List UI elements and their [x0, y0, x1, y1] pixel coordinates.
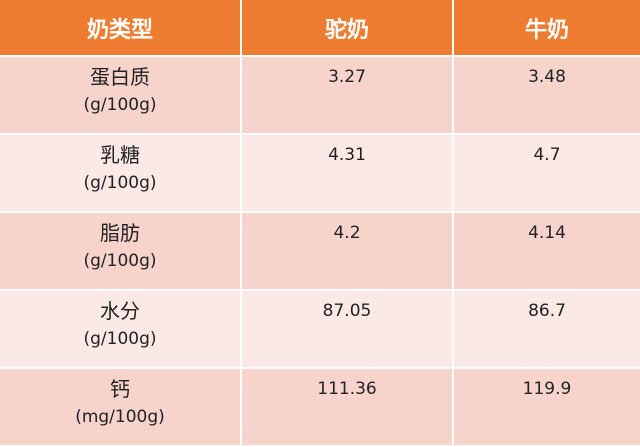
nutrient-cell: 乳糖 (g/100g)	[0, 135, 240, 211]
nutrient-cell: 脂肪 (g/100g)	[0, 213, 240, 289]
camel-milk-value: 111.36	[242, 369, 452, 445]
nutrient-unit: (g/100g)	[83, 95, 157, 115]
nutrient-unit: (g/100g)	[83, 329, 157, 349]
header-milk-type: 奶类型	[0, 0, 240, 55]
nutrient-name: 钙	[110, 377, 130, 401]
nutrient-name: 乳糖	[100, 143, 140, 167]
camel-milk-value: 3.27	[242, 57, 452, 133]
camel-milk-value: 87.05	[242, 291, 452, 367]
table-row: 乳糖 (g/100g) 4.31 4.7	[0, 135, 640, 211]
nutrient-name: 脂肪	[100, 221, 140, 245]
cow-milk-value: 86.7	[454, 291, 640, 367]
nutrient-cell: 水分 (g/100g)	[0, 291, 240, 367]
cow-milk-value: 3.48	[454, 57, 640, 133]
nutrient-unit: (g/100g)	[83, 251, 157, 271]
nutrient-unit: (g/100g)	[83, 173, 157, 193]
nutrient-name: 蛋白质	[90, 65, 150, 89]
camel-milk-value: 4.31	[242, 135, 452, 211]
header-row: 奶类型 驼奶 牛奶	[0, 0, 640, 55]
table-row: 水分 (g/100g) 87.05 86.7	[0, 291, 640, 367]
cow-milk-value: 4.14	[454, 213, 640, 289]
table-row: 脂肪 (g/100g) 4.2 4.14	[0, 213, 640, 289]
header-cow-milk: 牛奶	[454, 0, 640, 55]
table-row: 蛋白质 (g/100g) 3.27 3.48	[0, 57, 640, 133]
camel-milk-value: 4.2	[242, 213, 452, 289]
table-row: 钙 (mg/100g) 111.36 119.9	[0, 369, 640, 445]
nutrient-unit: (mg/100g)	[75, 407, 165, 427]
header-camel-milk: 驼奶	[242, 0, 452, 55]
nutrient-cell: 蛋白质 (g/100g)	[0, 57, 240, 133]
cow-milk-value: 4.7	[454, 135, 640, 211]
cow-milk-value: 119.9	[454, 369, 640, 445]
nutrient-cell: 钙 (mg/100g)	[0, 369, 240, 445]
nutrient-name: 水分	[100, 299, 140, 323]
